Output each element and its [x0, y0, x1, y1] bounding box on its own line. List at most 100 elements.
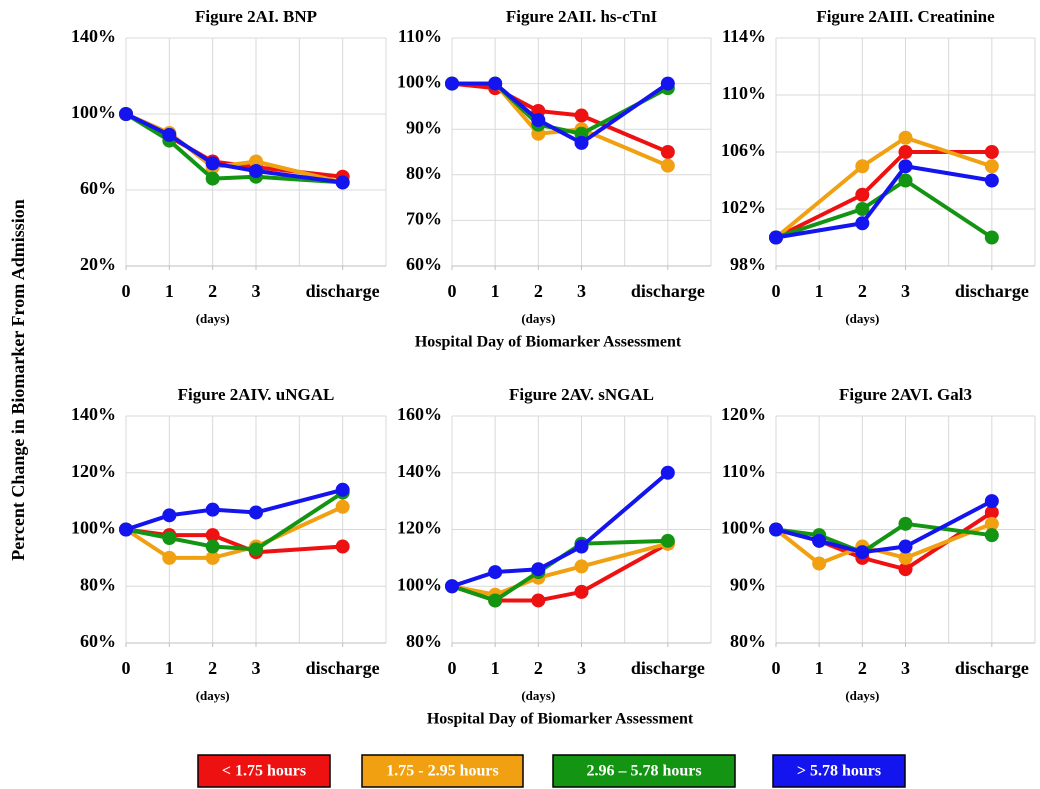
y-tick-label: 80%	[730, 631, 766, 651]
data-point	[531, 113, 546, 128]
y-tick-label: 60%	[80, 631, 116, 651]
y-tick-label: 120%	[721, 404, 766, 424]
y-tick-label: 140%	[397, 461, 442, 481]
y-tick-label: 110%	[722, 83, 766, 103]
data-point	[205, 550, 220, 565]
x-tick-label: discharge	[955, 658, 1029, 678]
y-tick-label: 160%	[397, 404, 442, 424]
data-point	[445, 76, 459, 91]
series-line	[451, 81, 669, 154]
x-sub-label: (days)	[196, 688, 230, 703]
x-tick-label: 3	[577, 658, 586, 678]
legend-label: < 1.75 hours	[222, 763, 306, 780]
data-point	[898, 562, 913, 577]
y-tick-label: 100%	[721, 518, 766, 538]
data-point	[855, 187, 870, 202]
data-point	[855, 202, 870, 216]
data-point	[162, 531, 177, 546]
data-point	[984, 505, 999, 520]
x-tick-label: discharge	[306, 281, 380, 301]
data-point	[574, 539, 589, 554]
y-tick-label: 60%	[80, 178, 116, 198]
legend-label: 1.75 - 2.95 hours	[386, 763, 498, 780]
y-tick-label: 140%	[71, 26, 116, 46]
y-tick-label: 102%	[721, 197, 766, 217]
x-sub-label: (days)	[845, 311, 879, 326]
data-point	[488, 565, 503, 580]
data-point	[574, 584, 589, 599]
data-point	[574, 108, 589, 123]
data-point	[335, 499, 350, 514]
data-point	[769, 230, 783, 245]
panel-title: Figure 2AI. BNP	[195, 7, 317, 26]
data-point	[249, 164, 263, 178]
panel-title: Figure 2AIII. Creatinine	[816, 7, 995, 26]
data-point	[984, 159, 999, 174]
data-point	[660, 158, 675, 173]
series-line	[452, 81, 669, 168]
data-point	[205, 528, 220, 543]
y-tick-label: 100%	[71, 518, 116, 538]
x-tick-label: discharge	[631, 281, 705, 301]
series-line	[451, 541, 669, 597]
x-tick-label: 2	[534, 658, 543, 678]
series-line	[775, 499, 993, 555]
x-tick-label: 3	[577, 281, 586, 301]
data-point	[660, 533, 675, 548]
x-tick-label: 1	[815, 658, 824, 678]
data-point	[162, 508, 177, 523]
data-point	[119, 522, 133, 537]
x-tick-label: 0	[122, 281, 131, 301]
legend-label: 2.96 – 5.78 hours	[586, 763, 701, 780]
data-point	[984, 494, 999, 509]
x-tick-label: 2	[208, 281, 217, 301]
data-point	[574, 135, 589, 150]
x-tick-label: 3	[252, 281, 261, 301]
x-tick-label: 3	[901, 281, 910, 301]
series-line	[775, 164, 993, 240]
legend-swatch	[197, 754, 331, 788]
data-point	[769, 522, 783, 537]
y-tick-label: 80%	[406, 631, 442, 651]
panel-title: Figure 2AVI. Gal3	[839, 385, 972, 404]
data-point	[984, 145, 999, 159]
data-point	[660, 76, 675, 91]
data-point	[660, 465, 675, 480]
x-tick-label: 2	[858, 658, 867, 678]
data-point	[984, 230, 999, 245]
data-point	[812, 556, 827, 571]
data-point	[205, 156, 220, 171]
data-point	[855, 159, 870, 174]
data-point	[531, 593, 546, 608]
y-tick-label: 90%	[406, 117, 442, 137]
y-tick-label: 20%	[80, 254, 116, 274]
series-line	[774, 135, 993, 240]
data-point	[984, 173, 999, 188]
x-tick-label: 3	[252, 658, 261, 678]
data-point	[984, 528, 999, 543]
data-point	[488, 76, 503, 91]
data-point	[898, 130, 913, 145]
y-tick-label: 98%	[730, 254, 766, 274]
y-tick-label: 80%	[80, 574, 116, 594]
x-sub-label: (days)	[521, 311, 555, 326]
y-tick-label: 106%	[721, 140, 766, 160]
panel-title: Figure 2AII. hs-cTnI	[506, 7, 658, 26]
data-point	[660, 145, 675, 159]
series-line	[775, 510, 993, 572]
y-tick-label: 100%	[397, 574, 442, 594]
data-point	[855, 216, 870, 231]
y-tick-label: 70%	[406, 209, 442, 229]
x-tick-label: 0	[772, 658, 781, 678]
x-tick-label: 2	[858, 281, 867, 301]
x-tick-label: 1	[815, 281, 824, 301]
panel-title: Figure 2AIV. uNGAL	[178, 385, 335, 404]
y-axis-label: Percent Change in Biomarker From Admissi…	[8, 199, 28, 561]
x-axis-label: Hospital Day of Biomarker Assessment	[415, 334, 682, 351]
x-tick-label: 2	[534, 281, 543, 301]
data-point	[249, 505, 263, 520]
data-point	[898, 539, 913, 554]
x-tick-label: discharge	[955, 281, 1029, 301]
panel-title: Figure 2AV. sNGAL	[509, 385, 654, 404]
